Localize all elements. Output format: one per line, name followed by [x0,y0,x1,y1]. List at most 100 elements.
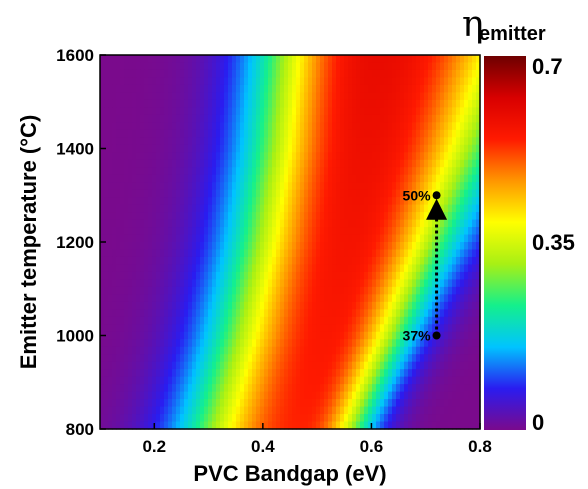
heatmap-cell [272,227,277,236]
heatmap-cell [384,114,389,123]
heatmap-cell [296,159,301,168]
heatmap-cell [304,137,309,146]
heatmap-cell [124,55,129,64]
heatmap-cell [196,324,201,333]
heatmap-cell [292,286,297,295]
heatmap-cell [288,256,293,266]
heatmap-cell [240,286,245,295]
heatmap-cell [468,242,473,251]
colorbar-title: η [462,4,484,45]
heatmap-cell [160,361,165,370]
heatmap-cell [280,361,285,370]
heatmap-cell [472,354,477,363]
heatmap-cell [392,77,397,86]
heatmap-cell [472,182,477,191]
heatmap-cell [360,376,365,385]
heatmap-cell [292,234,297,243]
heatmap-cell [144,137,149,146]
heatmap-cell [132,256,137,266]
heatmap-cell [340,242,345,251]
heatmap-cell [404,77,409,86]
heatmap-cell [112,331,117,340]
heatmap-cell [108,55,113,64]
heatmap-cell [108,174,113,183]
heatmap-cell [448,406,453,415]
heatmap-cell [160,69,165,79]
heatmap-cell [120,399,125,408]
heatmap-cell [432,399,437,408]
heatmap-cell [132,391,137,400]
heatmap-cell [116,354,121,363]
heatmap-cell [400,309,405,318]
heatmap-cell [300,271,305,280]
heatmap-cell [356,77,361,86]
heatmap-cell [328,316,333,325]
heatmap-cell [116,376,121,385]
heatmap-cell [264,354,269,363]
heatmap-cell [176,122,181,131]
heatmap-cell [428,361,433,370]
heatmap-cell [164,369,169,378]
heatmap-cell [308,167,313,176]
heatmap-cell [120,77,125,86]
heatmap-cell [456,346,461,355]
heatmap-cell [184,242,189,251]
heatmap-cell [144,331,149,340]
heatmap-cell [464,55,469,64]
heatmap-cell [384,376,389,385]
heatmap-cell [392,256,397,266]
heatmap-cell [320,227,325,236]
heatmap-cell [256,324,261,333]
heatmap-cell [120,249,125,258]
heatmap-cell [180,129,185,138]
heatmap-cell [160,174,165,183]
heatmap-cell [360,331,365,340]
heatmap-cell [132,339,137,348]
heatmap-cell [236,271,241,280]
heatmap-cell [264,406,269,415]
heatmap-cell [172,324,177,333]
heatmap-cell [316,152,321,161]
heatmap-cell [136,301,141,310]
heatmap-cell [220,159,225,168]
heatmap-cell [332,212,337,221]
heatmap-cell [100,62,105,71]
heatmap-cell [144,309,149,318]
heatmap-cell [180,271,185,280]
heatmap-cell [436,219,441,228]
heatmap-cell [452,399,457,408]
heatmap-cell [336,92,341,101]
heatmap-cell [124,331,129,340]
heatmap-cell [124,421,129,430]
heatmap-cell [192,129,197,138]
heatmap-cell [448,182,453,191]
heatmap-cell [468,279,473,288]
heatmap-cell [268,256,273,266]
heatmap-cell [352,354,357,363]
heatmap-cell [344,331,349,340]
heatmap-cell [120,159,125,168]
heatmap-cell [336,144,341,153]
heatmap-cell [132,316,137,325]
heatmap-cell [456,384,461,393]
heatmap-cell [436,137,441,146]
heatmap-cell [380,369,385,378]
heatmap-cell [180,234,185,243]
heatmap-cell [208,219,213,228]
heatmap-cell [348,129,353,138]
heatmap-cell [184,144,189,153]
heatmap-cell [376,406,381,415]
heatmap-cell [284,391,289,400]
heatmap-cell [200,167,205,176]
heatmap-cell [112,316,117,325]
heatmap-cell [268,384,273,393]
heatmap-cell [212,189,217,198]
heatmap-cell [360,391,365,400]
heatmap-cell [448,376,453,385]
heatmap-cell [184,62,189,71]
heatmap-cell [260,339,265,348]
heatmap-cell [288,219,293,228]
heatmap-cell [396,122,401,131]
heatmap-cell [120,219,125,228]
heatmap-cell [200,137,205,146]
